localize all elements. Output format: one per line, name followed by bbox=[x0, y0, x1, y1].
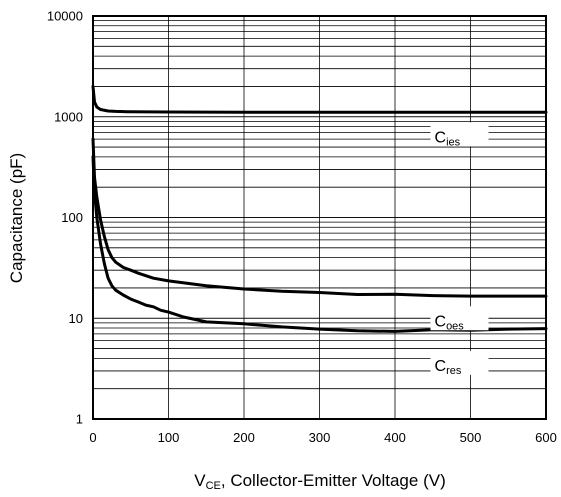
plot-frame bbox=[92, 15, 547, 420]
series-line-cies bbox=[91, 84, 548, 114]
grid bbox=[93, 16, 546, 419]
series-label-sub: oes bbox=[446, 320, 464, 332]
series-label-bg bbox=[430, 306, 489, 331]
y-tick-label: 10 bbox=[69, 311, 83, 326]
x-axis-label-rest: , Collector-Emitter Voltage (V) bbox=[221, 471, 446, 490]
x-tick-label: 500 bbox=[460, 430, 482, 445]
x-axis-label: VCE, Collector-Emitter Voltage (V) bbox=[194, 471, 445, 492]
series-label-bg bbox=[430, 350, 489, 375]
series-label-main: C bbox=[435, 313, 447, 330]
x-axis-label-sub: CE bbox=[206, 480, 221, 492]
x-tick-label: 200 bbox=[233, 430, 255, 445]
y-tick-labels: 1 10 100 1000 10000 bbox=[47, 9, 83, 427]
series-line-cres bbox=[91, 155, 548, 333]
series-label-sub: res bbox=[446, 365, 462, 377]
y-axis-label: Capacitance (pF) bbox=[7, 153, 26, 283]
series-label-cies: Cies bbox=[435, 129, 461, 148]
x-tick-labels: 0 100 200 300 400 500 600 bbox=[89, 430, 556, 445]
x-tick-label: 100 bbox=[158, 430, 180, 445]
x-tick-label: 600 bbox=[535, 430, 557, 445]
x-tick-label: 400 bbox=[384, 430, 406, 445]
x-axis-label-main: V bbox=[194, 471, 206, 490]
y-tick-label: 1 bbox=[76, 412, 83, 427]
series-label-coes: Coes bbox=[435, 313, 465, 332]
series-label-bg bbox=[430, 122, 489, 147]
x-tick-label: 0 bbox=[89, 430, 96, 445]
series-line-coes bbox=[91, 137, 548, 298]
series-label-sub: ies bbox=[446, 136, 461, 148]
series-label-main: C bbox=[435, 129, 447, 146]
y-tick-label: 100 bbox=[61, 210, 83, 225]
y-tick-label: 10000 bbox=[47, 9, 83, 24]
series-label-cres: Cres bbox=[435, 358, 462, 377]
curves bbox=[91, 84, 548, 333]
y-tick-label: 1000 bbox=[54, 109, 83, 124]
series-label-main: C bbox=[435, 358, 447, 375]
x-tick-label: 300 bbox=[309, 430, 331, 445]
